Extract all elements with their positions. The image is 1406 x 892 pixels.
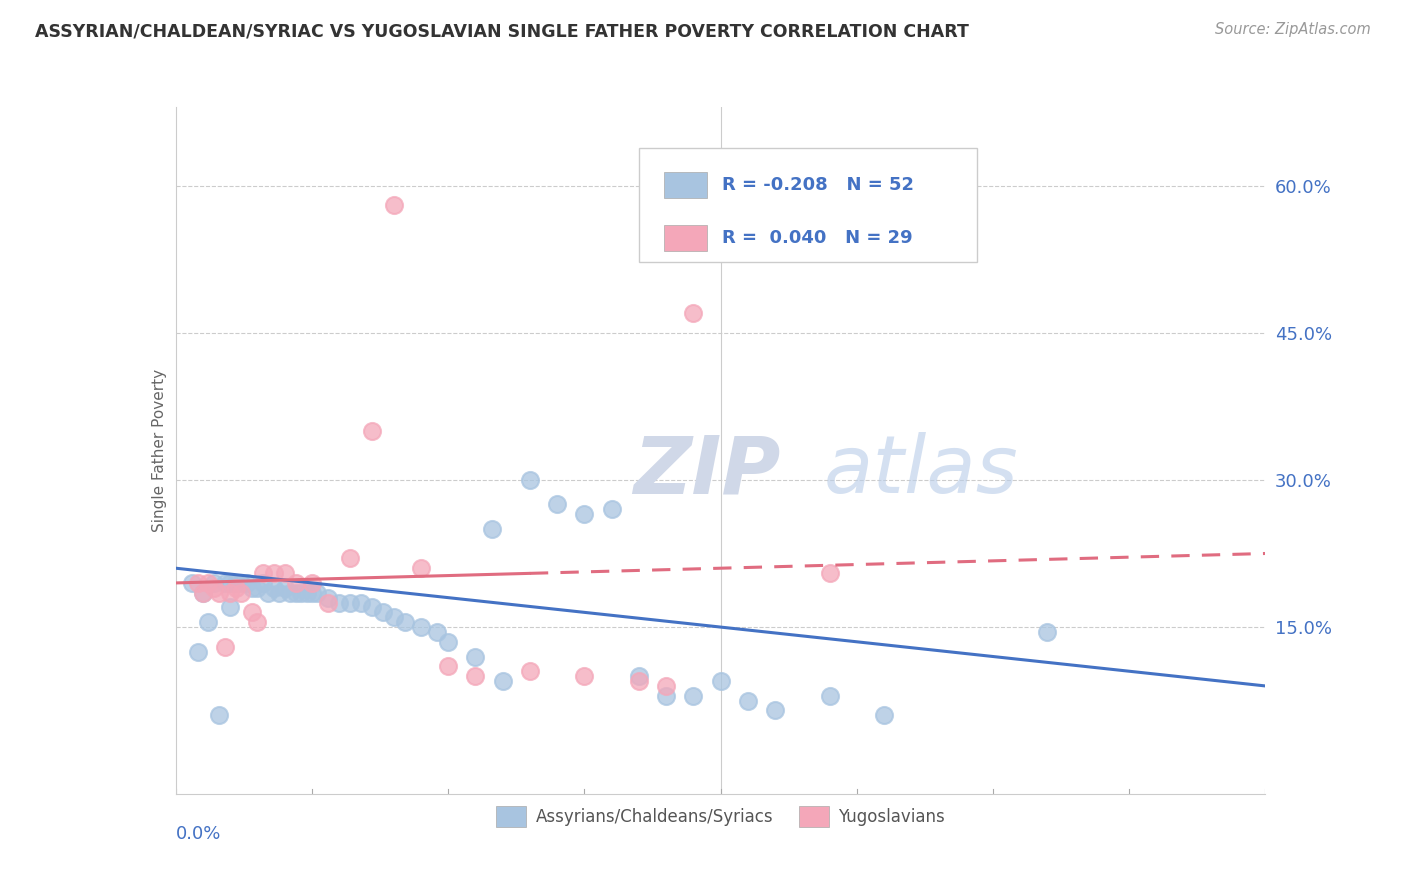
Point bbox=[328, 596, 350, 610]
Point bbox=[1036, 624, 1059, 639]
Point bbox=[382, 610, 405, 624]
Point bbox=[246, 615, 269, 630]
Point bbox=[519, 473, 541, 487]
Point bbox=[257, 586, 280, 600]
Point bbox=[339, 551, 361, 566]
Point bbox=[382, 198, 405, 212]
Point bbox=[360, 600, 382, 615]
Point bbox=[191, 586, 214, 600]
Point bbox=[252, 576, 274, 591]
Point bbox=[360, 424, 382, 438]
Point bbox=[246, 581, 269, 595]
Point bbox=[481, 522, 503, 536]
Point bbox=[274, 566, 297, 581]
Point bbox=[627, 669, 650, 683]
Point bbox=[350, 596, 373, 610]
Point bbox=[252, 566, 274, 581]
FancyBboxPatch shape bbox=[664, 225, 707, 252]
Point bbox=[437, 635, 460, 649]
Point bbox=[231, 586, 253, 600]
Point bbox=[225, 581, 247, 595]
Text: ASSYRIAN/CHALDEAN/SYRIAC VS YUGOSLAVIAN SINGLE FATHER POVERTY CORRELATION CHART: ASSYRIAN/CHALDEAN/SYRIAC VS YUGOSLAVIAN … bbox=[35, 22, 969, 40]
Point bbox=[284, 576, 307, 591]
Point bbox=[627, 674, 650, 689]
Point bbox=[437, 659, 460, 673]
Text: atlas: atlas bbox=[824, 432, 1019, 510]
Text: Source: ZipAtlas.com: Source: ZipAtlas.com bbox=[1215, 22, 1371, 37]
Point bbox=[655, 679, 678, 693]
Point bbox=[274, 581, 297, 595]
Point bbox=[263, 566, 285, 581]
Point bbox=[284, 586, 307, 600]
Point bbox=[181, 576, 204, 591]
Point bbox=[307, 586, 329, 600]
Y-axis label: Single Father Poverty: Single Father Poverty bbox=[152, 369, 167, 532]
Text: 0.0%: 0.0% bbox=[176, 825, 221, 843]
Text: ZIP: ZIP bbox=[633, 432, 780, 510]
Point bbox=[290, 586, 312, 600]
Point bbox=[214, 640, 236, 654]
Point bbox=[240, 581, 263, 595]
Point bbox=[574, 669, 596, 683]
Point bbox=[202, 581, 225, 595]
Point bbox=[278, 586, 301, 600]
Text: R = -0.208   N = 52: R = -0.208 N = 52 bbox=[721, 176, 914, 194]
Point bbox=[818, 689, 841, 703]
Text: R =  0.040   N = 29: R = 0.040 N = 29 bbox=[721, 228, 912, 246]
Point bbox=[394, 615, 416, 630]
Point bbox=[263, 581, 285, 595]
Point bbox=[600, 502, 623, 516]
Point bbox=[464, 669, 486, 683]
Point bbox=[426, 624, 449, 639]
Point bbox=[737, 694, 759, 708]
Point bbox=[409, 561, 432, 575]
Point bbox=[301, 576, 323, 591]
Point bbox=[214, 576, 236, 591]
FancyBboxPatch shape bbox=[664, 172, 707, 198]
Point bbox=[710, 674, 733, 689]
Point bbox=[231, 576, 253, 591]
Point bbox=[464, 649, 486, 664]
Legend: Assyrians/Chaldeans/Syriacs, Yugoslavians: Assyrians/Chaldeans/Syriacs, Yugoslavian… bbox=[489, 799, 952, 834]
Point bbox=[339, 596, 361, 610]
Point bbox=[409, 620, 432, 634]
Point bbox=[655, 689, 678, 703]
Point bbox=[371, 605, 394, 619]
Point bbox=[818, 566, 841, 581]
Point bbox=[219, 586, 242, 600]
Point bbox=[318, 596, 340, 610]
Point bbox=[546, 498, 568, 512]
Point bbox=[269, 586, 291, 600]
Point bbox=[208, 586, 231, 600]
Point bbox=[186, 644, 209, 658]
Point bbox=[208, 708, 231, 723]
Point bbox=[763, 703, 786, 717]
Point bbox=[682, 689, 704, 703]
Point bbox=[197, 615, 219, 630]
Point bbox=[240, 605, 263, 619]
Point bbox=[682, 306, 704, 320]
Point bbox=[197, 576, 219, 591]
FancyBboxPatch shape bbox=[638, 148, 977, 261]
Point bbox=[235, 576, 257, 591]
Point bbox=[574, 507, 596, 521]
Point bbox=[519, 664, 541, 679]
Point bbox=[219, 576, 242, 591]
Point bbox=[219, 600, 242, 615]
Point bbox=[295, 586, 318, 600]
Point bbox=[318, 591, 340, 605]
Point bbox=[202, 576, 225, 591]
Point bbox=[225, 576, 247, 591]
Point bbox=[873, 708, 896, 723]
Point bbox=[186, 576, 209, 591]
Point bbox=[191, 586, 214, 600]
Point bbox=[301, 586, 323, 600]
Point bbox=[492, 674, 515, 689]
